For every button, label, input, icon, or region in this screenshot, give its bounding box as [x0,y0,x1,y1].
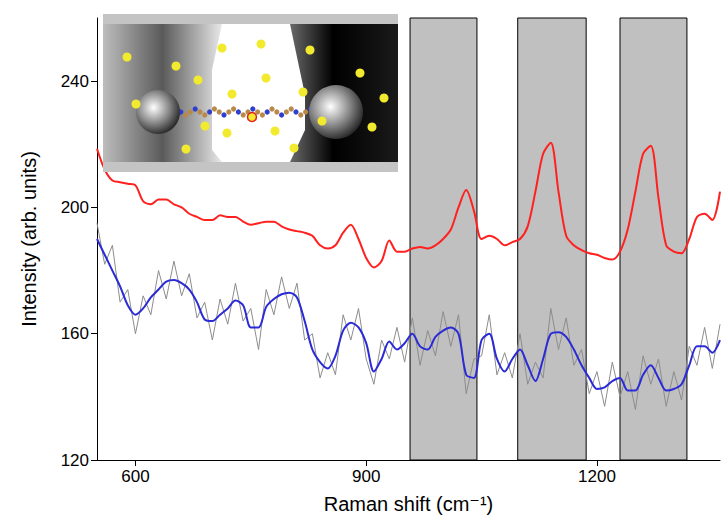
svg-text:600: 600 [121,467,149,486]
svg-text:1200: 1200 [578,467,616,486]
svg-text:Intensity (arb. units): Intensity (arb. units) [18,151,40,327]
svg-text:900: 900 [352,467,380,486]
svg-text:160: 160 [61,324,89,343]
svg-text:200: 200 [61,198,89,217]
svg-text:120: 120 [61,451,89,470]
svg-text:Raman shift (cm⁻¹): Raman shift (cm⁻¹) [324,493,493,515]
svg-text:240: 240 [61,72,89,91]
